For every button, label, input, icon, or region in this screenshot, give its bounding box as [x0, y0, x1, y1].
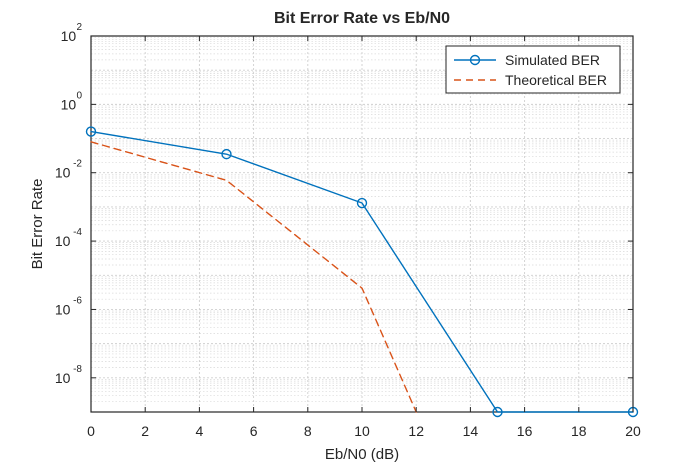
y-tick-label: -810 — [55, 364, 83, 386]
x-axis-label: Eb/N0 (dB) — [325, 446, 399, 463]
y-tick-exponent: 0 — [76, 90, 82, 101]
y-tick-base: 10 — [61, 28, 77, 44]
x-tick-label: 2 — [141, 423, 149, 439]
simulated-ber-marker — [492, 406, 503, 418]
x-tick-label: 16 — [517, 423, 533, 439]
x-tick-label: 6 — [250, 423, 258, 439]
y-tick-label: -210 — [55, 159, 83, 181]
y-tick-exponent: -4 — [73, 227, 82, 238]
legend-box — [445, 45, 621, 94]
y-tick-label: -410 — [55, 227, 83, 249]
legend: Simulated BER Theoretical BER — [445, 45, 621, 94]
series-layer — [85, 126, 639, 418]
y-tick-exponent: -8 — [73, 364, 82, 375]
y-tick-label: -610 — [55, 295, 83, 317]
x-tick-label: 10 — [354, 423, 370, 439]
theoretical-ber-line — [90, 141, 417, 413]
y-tick-base: 10 — [55, 233, 71, 249]
x-tick-label: 20 — [625, 423, 641, 439]
simulated-ber-marker — [85, 126, 97, 137]
y-tick-exponent: -6 — [73, 295, 82, 306]
y-tick-base: 10 — [61, 96, 77, 112]
y-axis-label: Bit Error Rate — [29, 179, 46, 270]
x-tick-label: 0 — [87, 423, 95, 439]
y-tick-label: 010 — [61, 90, 83, 112]
y-tick-label: 210 — [61, 22, 83, 44]
legend-simulated-label: Simulated BER — [505, 52, 600, 68]
x-tick-label: 12 — [408, 423, 424, 439]
x-tick-label: 14 — [463, 423, 479, 439]
y-tick-exponent: 2 — [76, 22, 82, 33]
y-tick-exponent: -2 — [73, 159, 82, 170]
legend-theoretical-label: Theoretical BER — [505, 72, 607, 88]
y-tick-base: 10 — [55, 301, 71, 317]
simulated-ber-marker — [221, 148, 232, 160]
x-tick-label: 18 — [571, 423, 587, 439]
grid-layer — [90, 35, 634, 413]
x-tick-label: 8 — [304, 423, 312, 439]
y-tick-base: 10 — [55, 370, 71, 386]
simulated-ber-marker — [356, 197, 368, 209]
y-tick-base: 10 — [55, 165, 71, 181]
simulated-ber-line — [90, 130, 634, 413]
chart-title: Bit Error Rate vs Eb/N0 — [274, 10, 450, 27]
legend-simulated-marker — [469, 54, 481, 66]
x-tick-label: 4 — [196, 423, 204, 439]
